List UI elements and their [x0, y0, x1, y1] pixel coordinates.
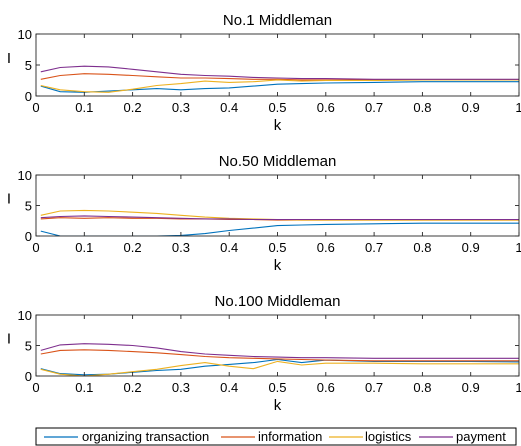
- x-tick-label: 0.4: [220, 100, 238, 115]
- x-tick-label: 0.2: [124, 380, 142, 395]
- series-line-logistics: [40, 79, 519, 93]
- y-tick-label: 10: [18, 27, 32, 42]
- x-axis-label: k: [274, 117, 282, 134]
- series-line-logistics: [40, 209, 519, 221]
- x-tick-label: 0.9: [462, 100, 480, 115]
- x-axis-label: k: [274, 257, 282, 274]
- subplot-title: No.100 Middleman: [215, 293, 341, 310]
- x-tick-label: 0: [32, 100, 39, 115]
- y-tick-label: 0: [25, 229, 32, 244]
- x-tick-label: 0.3: [172, 240, 190, 255]
- y-tick-label: 0: [25, 89, 32, 104]
- subplot-1: No.1 Middleman 0 0.1 0.2 0.3 0.4 0.5 0.6 0.7 0.8 0…: [7, 12, 521, 134]
- axes-box: [35, 314, 520, 377]
- x-tick-label: 0.8: [413, 380, 431, 395]
- legend-box: [35, 427, 517, 446]
- axes-box: [35, 33, 520, 97]
- legend-label-organizing-transaction: organizing transaction: [82, 429, 209, 444]
- series-line-logistics: [40, 360, 519, 376]
- x-tick-label: 0: [32, 380, 39, 395]
- x-tick-label: 0.5: [268, 240, 286, 255]
- y-axis-label: I: [7, 191, 11, 208]
- y-tick-label: 5: [25, 199, 32, 214]
- series-line-organizing-transaction: [40, 81, 519, 93]
- x-tick-label: 0.7: [365, 380, 383, 395]
- x-tick-label: 0.7: [365, 100, 383, 115]
- x-tick-label: 0.8: [413, 240, 431, 255]
- x-tick-label: 0.8: [413, 100, 431, 115]
- y-tick-label: 5: [25, 339, 32, 354]
- subplot-title: No.50 Middleman: [219, 153, 337, 170]
- x-tick-label: 1: [515, 380, 521, 395]
- series-group: [40, 343, 519, 376]
- y-axis-label: I: [7, 50, 11, 67]
- x-tick-label: 0.6: [317, 380, 335, 395]
- y-tick-label: 5: [25, 58, 32, 73]
- x-tick-label: 0.4: [220, 380, 238, 395]
- x-tick-label: 0.2: [124, 240, 142, 255]
- x-tick-label: 0: [32, 240, 39, 255]
- x-tick-label: 0.6: [317, 240, 335, 255]
- series-line-payment: [40, 65, 519, 80]
- series-line-information: [40, 349, 519, 362]
- x-tick-label: 0.4: [220, 240, 238, 255]
- x-tick-label: 0.3: [172, 380, 190, 395]
- x-tick-label: 0.3: [172, 100, 190, 115]
- subplot-title: No.1 Middleman: [223, 12, 332, 29]
- legend: organizing transaction information logis…: [35, 427, 517, 446]
- x-tick-label: 0.7: [365, 240, 383, 255]
- y-tick-label: 10: [18, 308, 32, 323]
- subplot-2: No.50 Middleman 0 0.1 0.2 0.3 0.4 0.5 0.6 0.7 0.8…: [7, 153, 521, 274]
- y-tick-label: 10: [18, 168, 32, 183]
- legend-label-information: information: [258, 429, 322, 444]
- legend-label-payment: payment: [456, 429, 506, 444]
- axes-box: [35, 174, 520, 237]
- x-tick-label: 0.1: [75, 100, 93, 115]
- x-tick-label: 0.1: [75, 380, 93, 395]
- series-line-payment: [40, 343, 519, 359]
- x-tick-label: 0.6: [317, 100, 335, 115]
- legend-label-logistics: logistics: [365, 429, 412, 444]
- series-group: [40, 209, 519, 236]
- x-tick-label: 1: [515, 240, 521, 255]
- x-tick-label: 0.5: [268, 100, 286, 115]
- x-tick-label: 0.9: [462, 240, 480, 255]
- x-tick-label: 0.5: [268, 380, 286, 395]
- x-axis-label: k: [274, 397, 282, 414]
- x-tick-label: 1: [515, 100, 521, 115]
- subplot-3: No.100 Middleman 0 0.1 0.2 0.3 0.4 0.5 0.6 0.7 0.…: [7, 293, 521, 414]
- y-tick-label: 0: [25, 369, 32, 384]
- subplots: No.1 Middleman 0 0.1 0.2 0.3 0.4 0.5 0.6 0.7 0.8 0…: [7, 12, 521, 414]
- x-tick-label: 0.2: [124, 100, 142, 115]
- x-tick-label: 0.1: [75, 240, 93, 255]
- series-line-organizing-transaction: [40, 222, 519, 236]
- y-axis-label: I: [7, 331, 11, 348]
- series-group: [40, 65, 519, 93]
- series-line-payment: [40, 215, 519, 221]
- x-tick-label: 0.9: [462, 380, 480, 395]
